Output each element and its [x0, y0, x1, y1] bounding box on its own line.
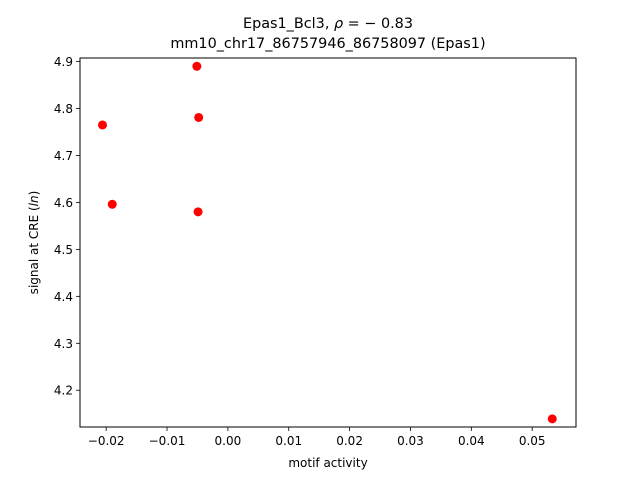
y-tick-label: 4.5: [54, 243, 73, 257]
x-tick-label: −0.02: [88, 434, 125, 448]
data-point: [98, 120, 108, 130]
x-tick-label: 0.02: [336, 434, 363, 448]
chart-title-line-1: Epas1_Bcl3, ρ = − 0.83: [243, 16, 413, 32]
x-tick-label: 0.01: [275, 434, 302, 448]
y-tick-label: 4.2: [54, 384, 73, 398]
plot-area: −0.02 −0.01 0.00 0.01 0.02 0.03 0.04 0.05 4.2 4.3…: [54, 55, 557, 448]
y-tick-label: 4.4: [54, 290, 73, 304]
x-tick-label: −0.01: [149, 434, 186, 448]
y-tick-label: 4.9: [54, 55, 73, 69]
data-point: [547, 414, 557, 424]
data-point: [107, 199, 117, 209]
data-point: [194, 112, 204, 122]
x-axis-label: motif activity: [288, 456, 367, 470]
y-tick-label: 4.3: [54, 337, 73, 351]
x-tick-label: 0.05: [519, 434, 546, 448]
x-tick-label: 0.00: [215, 434, 242, 448]
y-tick-label: 4.7: [54, 149, 73, 163]
y-axis-label: signal at CRE (ln): [27, 191, 41, 295]
axes-frame: [79, 57, 577, 428]
x-tick-label: 0.03: [397, 434, 424, 448]
y-tick-label: 4.6: [54, 196, 73, 210]
chart-title-line-2: mm10_chr17_86757946_86758097 (Epas1): [170, 36, 485, 52]
data-point: [192, 61, 202, 71]
data-point: [193, 207, 203, 217]
y-tick-label: 4.8: [54, 102, 73, 116]
x-tick-label: 0.04: [458, 434, 485, 448]
